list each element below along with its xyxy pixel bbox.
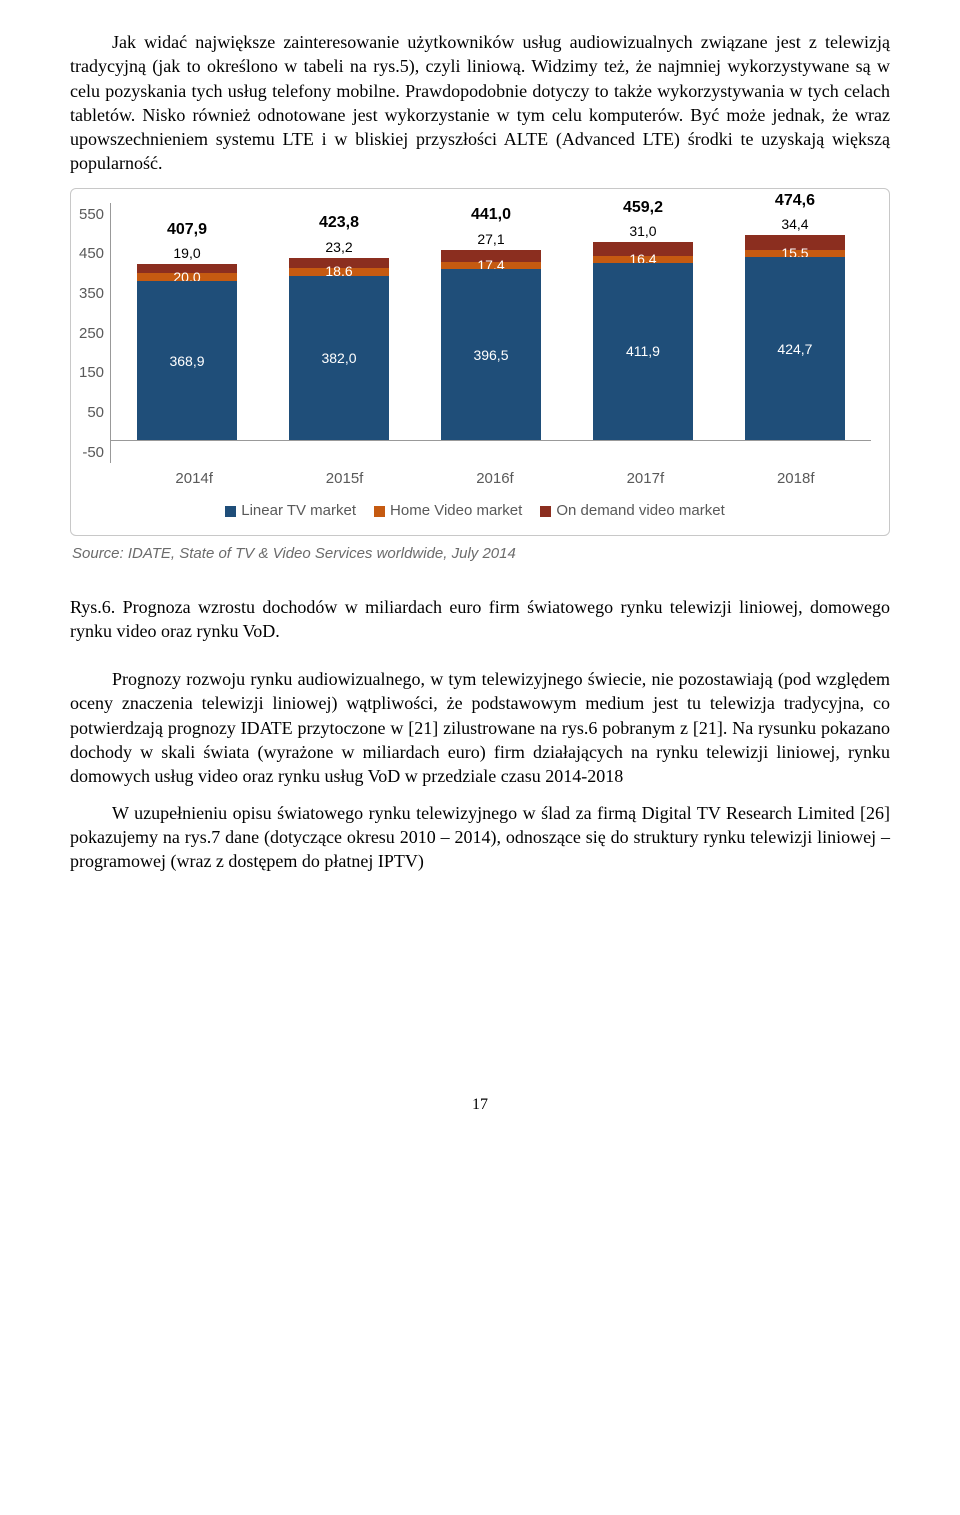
total-label: 474,6 xyxy=(775,190,815,212)
chart-plot: 407,919,020,0368,9 423,823,218,6382,0 441,… xyxy=(110,203,871,463)
bar-group: 407,919,020,0368,9 xyxy=(137,264,237,441)
legend-item: On demand video market xyxy=(540,501,724,521)
page-number: 17 xyxy=(70,1094,890,1116)
legend-label: Linear TV market xyxy=(241,501,356,521)
segment-label: 23,2 xyxy=(325,238,352,257)
y-tick: 150 xyxy=(79,363,104,383)
y-tick: 550 xyxy=(79,205,104,225)
legend-swatch xyxy=(374,506,385,517)
chart-source: Source: IDATE, State of TV & Video Servi… xyxy=(72,544,890,564)
legend-label: Home Video market xyxy=(390,501,522,521)
y-tick: 350 xyxy=(79,284,104,304)
legend-item: Linear TV market xyxy=(225,501,356,521)
bar-group: 423,823,218,6382,0 xyxy=(289,258,389,442)
x-label: 2015f xyxy=(295,469,395,489)
figure-caption: Rys.6. Prognoza wzrostu dochodów w milia… xyxy=(70,595,890,644)
legend-swatch xyxy=(540,506,551,517)
chart-legend: Linear TV market Home Video market On dema… xyxy=(79,501,871,521)
segment-label: 31,0 xyxy=(629,222,656,241)
y-tick: -50 xyxy=(82,443,104,463)
y-tick: 450 xyxy=(79,244,104,264)
total-label: 423,8 xyxy=(319,212,359,234)
chart-x-axis: 2014f 2015f 2016f 2017f 2018f xyxy=(79,469,871,489)
paragraph-1: Jak widać największe zainteresowanie uży… xyxy=(70,30,890,176)
legend-swatch xyxy=(225,506,236,517)
x-label: 2016f xyxy=(445,469,545,489)
segment-label: 34,4 xyxy=(781,215,808,234)
total-label: 459,2 xyxy=(623,197,663,219)
bar-group: 474,634,415,5424,7 xyxy=(745,235,845,441)
segment-label: 382,0 xyxy=(321,349,356,368)
y-tick: 50 xyxy=(87,403,104,423)
segment-label: 396,5 xyxy=(473,346,508,365)
bar-group: 459,231,016,4411,9 xyxy=(593,242,693,441)
paragraph-3: W uzupełnieniu opisu światowego rynku te… xyxy=(70,801,890,874)
segment-label: 368,9 xyxy=(169,352,204,371)
paragraph-2: Prognozy rozwoju rynku audiowizualnego, … xyxy=(70,667,890,788)
segment-label: 27,1 xyxy=(477,230,504,249)
x-label: 2017f xyxy=(595,469,695,489)
y-tick: 250 xyxy=(79,324,104,344)
total-label: 441,0 xyxy=(471,204,511,226)
segment-label: 411,9 xyxy=(626,342,660,361)
legend-label: On demand video market xyxy=(556,501,724,521)
bar-group: 441,027,117,4396,5 xyxy=(441,250,541,441)
total-label: 407,9 xyxy=(167,219,207,241)
x-label: 2014f xyxy=(144,469,244,489)
x-label: 2018f xyxy=(746,469,846,489)
segment-label: 19,0 xyxy=(173,244,200,263)
chart-y-axis: 550 450 350 250 150 50 -50 xyxy=(79,203,110,463)
segment-label: 424,7 xyxy=(777,340,812,359)
legend-item: Home Video market xyxy=(374,501,522,521)
revenue-chart: 55045035025015050-50 407,919,020,0368,94… xyxy=(70,188,890,537)
